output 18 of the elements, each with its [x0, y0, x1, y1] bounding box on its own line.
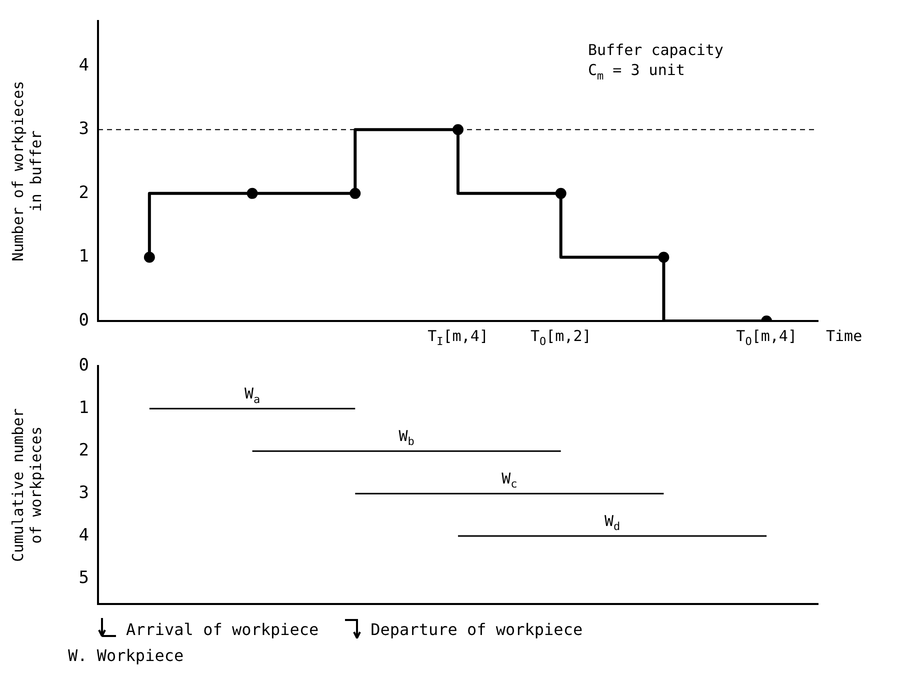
y-tick-label: 2: [78, 182, 89, 203]
y-axis-title: Cumulative number of workpieces: [8, 408, 45, 562]
y-tick-label: 4: [78, 525, 89, 546]
y-tick-label: 5: [78, 568, 89, 588]
text: Departure of workpiece: [370, 620, 583, 638]
y-tick-label: 3: [78, 483, 89, 504]
y-tick-label: 0: [78, 310, 89, 330]
x-axis-title: Time: [826, 326, 862, 345]
y-axis-title: Number of workpieces in buffer: [8, 80, 45, 262]
annotation: Buffer capacity: [588, 41, 724, 60]
y-tick-label: 2: [78, 440, 89, 461]
y-tick-label: 1: [78, 398, 89, 418]
y-tick-label: 3: [78, 119, 89, 140]
y-tick-label: 0: [78, 356, 89, 376]
text: Arrival of workpiece: [126, 620, 319, 638]
text: W. Workpiece: [67, 646, 185, 665]
y-tick-label: 1: [78, 246, 89, 267]
y-tick-label: 4: [78, 55, 89, 76]
